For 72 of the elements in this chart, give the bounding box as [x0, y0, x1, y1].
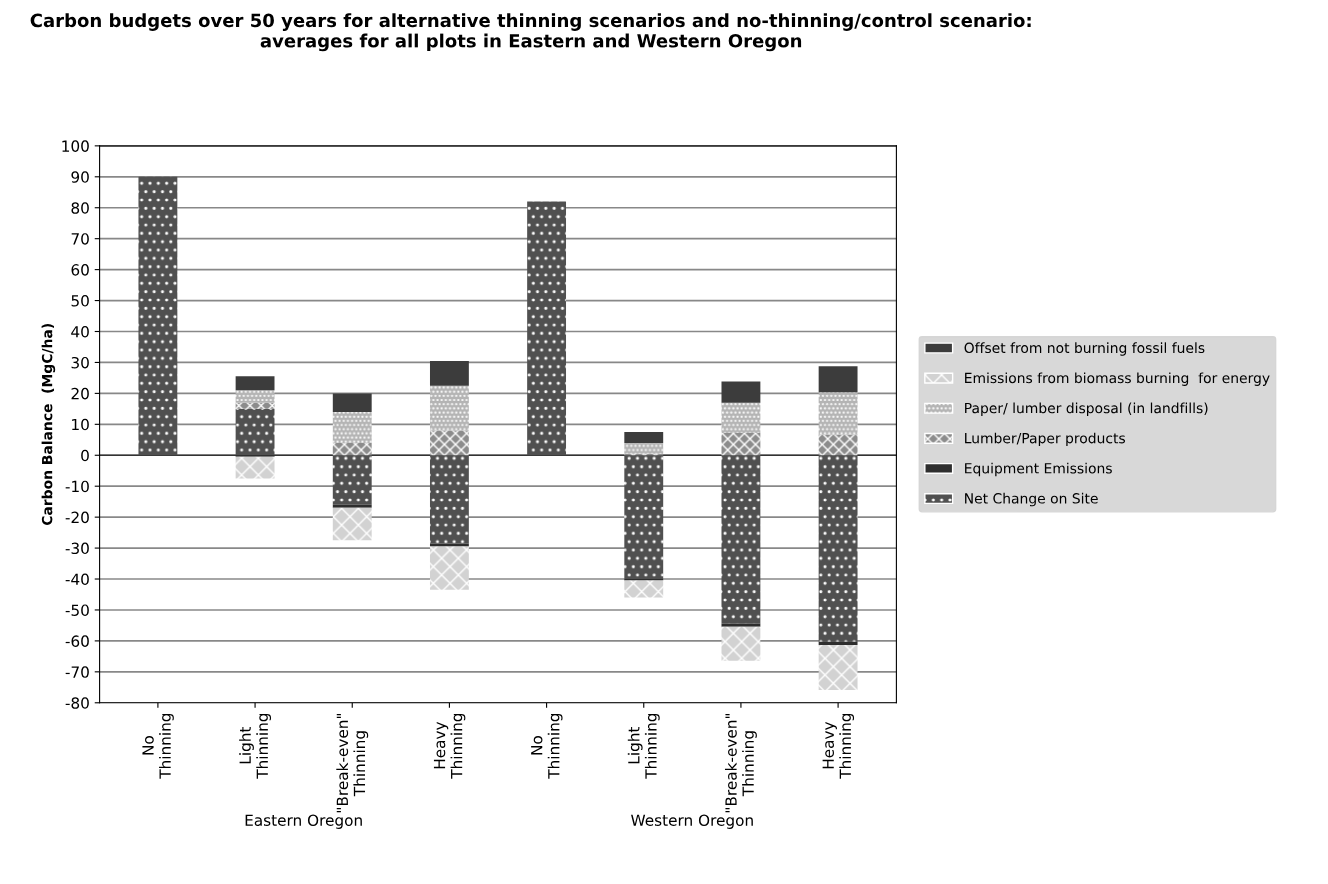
bar	[527, 201, 567, 456]
bar	[235, 402, 275, 409]
legend-label: Offset from not burning fossil fuels	[964, 342, 1205, 356]
x-tick-label: Light Thinning	[627, 713, 660, 779]
x-tick-label: "Break-even" Thinning	[724, 713, 757, 813]
bar	[818, 392, 858, 435]
bar	[624, 455, 664, 580]
y-tick-label: 0	[81, 449, 89, 462]
bar	[429, 360, 469, 386]
bar	[818, 641, 858, 645]
bar	[429, 546, 469, 590]
y-tick-label: 70	[71, 233, 89, 245]
legend-label: Equipment Emissions	[965, 462, 1112, 477]
bar	[332, 504, 372, 508]
bar	[235, 376, 275, 391]
y-tick-label: -10	[65, 480, 89, 493]
bar	[138, 176, 178, 456]
x-tick-label: No Thinning	[142, 713, 174, 779]
bar	[332, 507, 372, 541]
y-axis-title: Carbon Balance (MgC/ha)	[41, 324, 56, 526]
legend-label: Emissions from biomass burning for energy	[965, 372, 1270, 386]
y-tick-label: -20	[65, 511, 89, 524]
x-tick-label: Heavy Thinning	[433, 713, 466, 779]
legend-label: Lumber/Paper products	[965, 432, 1126, 447]
legend-label: Paper/ lumber disposal (in landfills)	[965, 402, 1208, 416]
x-tick-label: Light Thinning	[239, 713, 272, 779]
y-tick-label: 90	[71, 171, 89, 183]
bar	[721, 626, 761, 661]
y-tick-label: -60	[65, 635, 89, 647]
bar	[429, 543, 469, 547]
y-tick-label: 30	[71, 356, 89, 369]
bar	[721, 623, 761, 627]
y-tick-label: 100	[62, 140, 89, 152]
bar	[429, 430, 469, 456]
bar	[721, 455, 761, 624]
bar	[332, 442, 372, 456]
y-tick-label: -40	[65, 573, 89, 586]
bar	[624, 432, 664, 443]
bar	[721, 381, 761, 403]
bar	[429, 455, 469, 544]
y-tick-label: -30	[65, 542, 89, 555]
x-tick-label: No Thinning	[531, 713, 563, 779]
bar	[235, 390, 275, 403]
bar	[818, 455, 858, 642]
text: Eastern Oregon	[245, 814, 362, 829]
bar	[429, 385, 469, 431]
y-tick-label: -70	[65, 666, 89, 678]
bar	[721, 432, 761, 456]
text: Western Oregon	[631, 814, 753, 829]
legend-label: Net Change on Site	[965, 492, 1098, 507]
y-tick-label: 60	[71, 264, 89, 276]
bar	[235, 408, 275, 456]
bar	[235, 456, 275, 479]
y-tick-label: 40	[71, 325, 89, 338]
bar	[818, 644, 858, 691]
x-tick-label: Heavy Thinning	[822, 713, 855, 779]
bar	[721, 402, 761, 433]
bar	[624, 442, 664, 454]
bar	[624, 580, 664, 598]
x-tick-label: "Break-even" Thinning	[336, 713, 369, 813]
y-tick-label: 20	[71, 387, 89, 400]
bar	[332, 455, 372, 505]
y-tick-label: -80	[65, 697, 89, 709]
bar	[332, 411, 372, 443]
bar	[332, 393, 372, 412]
y-tick-label: 50	[71, 295, 89, 307]
y-tick-label: 10	[72, 418, 89, 431]
y-tick-label: -50	[65, 604, 89, 616]
chart-title: Carbon budgets over 50 years for alternative thinning scenarios and no-thinning/control scenario: averages for all plots in Eastern and Western Oregon	[30, 13, 1031, 52]
y-tick-label: 80	[71, 202, 89, 214]
bar	[818, 366, 858, 393]
bar	[818, 434, 858, 456]
